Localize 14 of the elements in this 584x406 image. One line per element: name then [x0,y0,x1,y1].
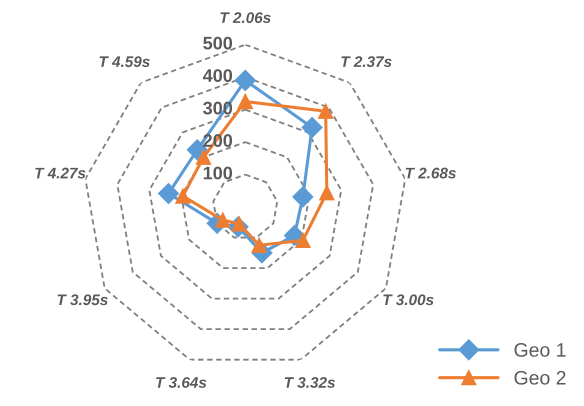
y-tick-label: 500 [203,36,232,50]
spoke-label: T 2.68s [406,168,456,178]
y-tick-label: 400 [202,69,232,82]
spoke-label: T 3.32s [284,377,335,388]
spoke-label: T 3.00s [383,294,434,306]
spoke-label: T 3.64s [156,377,206,388]
legend-label: Geo 1 [514,343,566,357]
y-tick-label: 100 [204,166,232,180]
spoke-label: T 4.27s [35,168,86,178]
legend-label: Geo 2 [514,370,566,385]
spoke-label: T 3.95s [58,294,108,306]
spoke-label: T 2.06s [220,12,271,24]
spoke-label: T 2.37s [341,56,392,68]
spoke-label: T 4.59s [100,56,150,68]
